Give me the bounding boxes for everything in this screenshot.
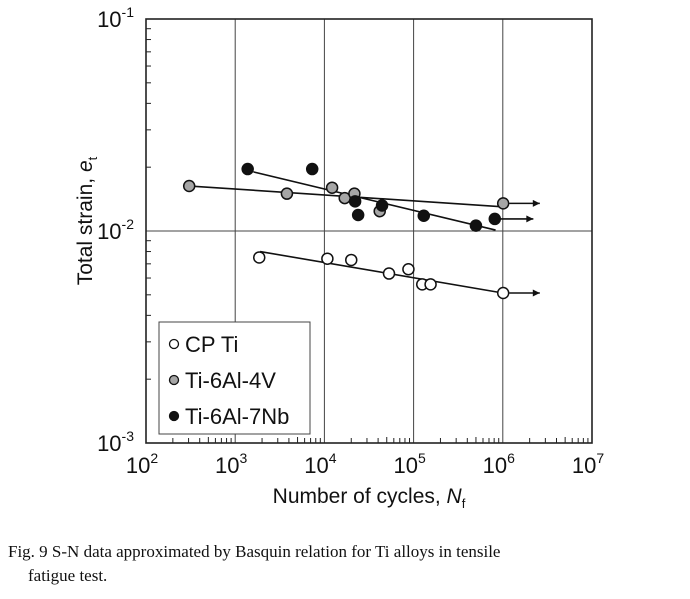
x-tick-base: 10 bbox=[304, 453, 328, 478]
x-tick-label: 107 bbox=[572, 450, 604, 478]
data-point-ti-6al-4v bbox=[280, 187, 294, 200]
y-axis-label-symbol: e bbox=[74, 160, 97, 172]
data-point-ti-6al-4v bbox=[496, 197, 510, 210]
data-point-ti-6al-7nb bbox=[469, 219, 483, 232]
x-axis-label-symbol: N bbox=[447, 485, 463, 508]
x-tick-label: 103 bbox=[215, 450, 247, 478]
x-tick-base: 10 bbox=[393, 453, 417, 478]
data-point-cp-ti bbox=[496, 286, 510, 300]
data-point-cp-ti bbox=[402, 263, 415, 276]
data-point-cp-ti bbox=[345, 253, 358, 267]
data-point-ti-6al-7nb bbox=[241, 162, 254, 176]
y-tick-label: 10-2 bbox=[97, 216, 134, 244]
x-tick-label: 106 bbox=[483, 450, 515, 478]
data-point-ti-6al-7nb bbox=[417, 209, 431, 223]
y-tick-exponent: -1 bbox=[122, 4, 135, 20]
x-tick-base: 10 bbox=[572, 453, 596, 478]
data-point-cp-ti bbox=[382, 267, 396, 280]
fit-line-ti-6al-7nb bbox=[253, 171, 496, 231]
y-tick-label: 10-1 bbox=[97, 4, 134, 32]
y-tick-label: 10-3 bbox=[97, 428, 134, 456]
x-tick-exponent: 4 bbox=[329, 450, 337, 466]
x-tick-label: 105 bbox=[393, 450, 425, 478]
data-point-ti-6al-7nb bbox=[348, 195, 362, 208]
y-tick-exponent: -3 bbox=[122, 428, 135, 444]
y-axis-label-text: Total strain, bbox=[74, 172, 97, 285]
x-tick-exponent: 6 bbox=[507, 450, 515, 466]
y-axis-label-subscript: t bbox=[85, 156, 100, 160]
x-tick-label: 102 bbox=[126, 450, 158, 478]
plot-frame bbox=[145, 18, 593, 444]
legend-label: CP Ti bbox=[185, 332, 238, 357]
x-tick-exponent: 7 bbox=[596, 450, 604, 466]
data-point-ti-6al-7nb bbox=[305, 162, 319, 176]
legend-box bbox=[158, 321, 311, 435]
fit-line-cp-ti bbox=[259, 250, 503, 294]
y-tick-base: 10 bbox=[97, 219, 121, 244]
legend-label: Ti-6Al-7Nb bbox=[185, 404, 289, 429]
x-axis-label: Number of cycles, Nf bbox=[273, 485, 466, 511]
x-tick-exponent: 5 bbox=[418, 450, 426, 466]
data-point-cp-ti bbox=[321, 252, 334, 265]
x-tick-base: 10 bbox=[215, 453, 239, 478]
data-point-cp-ti bbox=[424, 278, 437, 291]
legend-label: Ti-6Al-4V bbox=[185, 368, 276, 393]
y-tick-base: 10 bbox=[97, 431, 121, 456]
legend: CP Ti Ti-6Al-4V Ti-6Al-7Nb bbox=[158, 321, 311, 435]
legend-marker bbox=[168, 374, 180, 386]
data-point-ti-6al-7nb bbox=[351, 208, 365, 222]
x-tick-base: 10 bbox=[483, 453, 507, 478]
caption-line-2: fatigue test. bbox=[28, 566, 108, 585]
y-tick-base: 10 bbox=[97, 7, 121, 32]
y-axis-label: Total strain, et bbox=[74, 156, 100, 285]
data-point-ti-6al-7nb bbox=[375, 199, 389, 212]
x-tick-exponent: 3 bbox=[240, 450, 248, 466]
data-point-ti-6al-4v bbox=[182, 179, 196, 193]
data-point-ti-6al-7nb bbox=[488, 212, 502, 226]
x-axis-label-text: Number of cycles, bbox=[273, 485, 447, 508]
data-point-cp-ti bbox=[252, 251, 266, 264]
figure-caption: Fig. 9 S-N data approximated by Basquin … bbox=[8, 540, 688, 588]
x-axis-label-subscript: f bbox=[462, 496, 466, 511]
caption-line-1: Fig. 9 S-N data approximated by Basquin … bbox=[8, 542, 501, 561]
y-tick-exponent: -2 bbox=[122, 216, 135, 232]
x-tick-label: 104 bbox=[304, 450, 336, 478]
data-point-ti-6al-4v bbox=[325, 181, 339, 194]
x-tick-base: 10 bbox=[126, 453, 150, 478]
legend-marker bbox=[168, 338, 180, 350]
x-tick-exponent: 2 bbox=[150, 450, 158, 466]
legend-marker bbox=[168, 410, 180, 422]
